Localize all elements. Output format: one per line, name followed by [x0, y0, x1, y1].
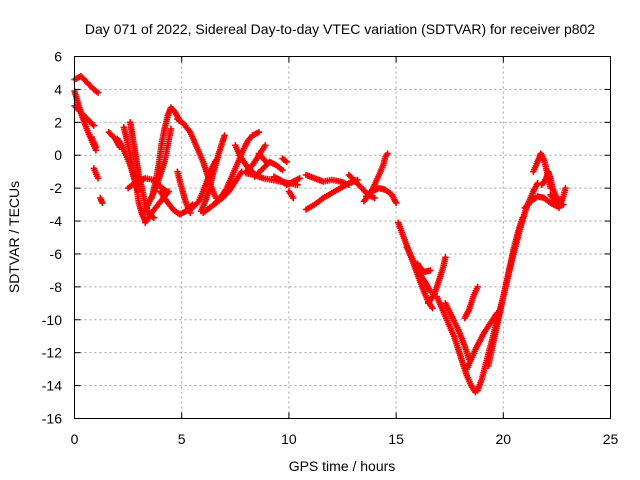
y-tick-label: 2 — [54, 114, 62, 130]
data-track — [97, 194, 106, 207]
y-tick-label: -14 — [42, 378, 62, 394]
data-point — [279, 166, 286, 174]
data-track — [270, 173, 303, 189]
data-track — [90, 165, 102, 182]
data-point — [442, 254, 449, 261]
data-point — [289, 194, 297, 202]
data-point — [534, 180, 541, 187]
y-axis-label: SDTVAR / TECUs — [6, 181, 22, 293]
data-track — [538, 168, 565, 205]
data-track — [255, 150, 271, 167]
data-track — [362, 184, 400, 207]
data-point — [264, 160, 271, 167]
data-point — [427, 267, 434, 274]
data-points — [71, 73, 569, 396]
data-point — [262, 142, 269, 149]
data-point — [94, 175, 102, 182]
data-point — [519, 214, 526, 221]
y-tick-label: 6 — [54, 49, 62, 65]
y-tick-label: -16 — [42, 411, 62, 427]
y-tick-label: -12 — [42, 345, 62, 361]
data-point — [94, 89, 102, 96]
data-point — [194, 199, 201, 206]
y-tick-label: 0 — [54, 147, 62, 163]
chart-title: Day 071 of 2022, Sidereal Day-to-day VTE… — [85, 21, 595, 37]
data-track — [242, 142, 269, 175]
data-point — [99, 199, 106, 207]
data-point — [371, 194, 378, 202]
data-track — [88, 133, 100, 151]
data-point — [89, 121, 96, 128]
data-point — [294, 181, 301, 189]
x-tick-label: 5 — [178, 431, 186, 447]
data-point — [562, 184, 569, 192]
x-tick-label: 15 — [388, 431, 404, 447]
data-track — [547, 184, 569, 212]
x-tick-label: 10 — [281, 431, 297, 447]
y-tick-label: -4 — [50, 213, 63, 229]
x-tick-label: 20 — [496, 431, 512, 447]
data-track — [279, 155, 290, 166]
data-point — [167, 125, 175, 133]
data-track — [425, 254, 449, 307]
data-track — [285, 188, 297, 202]
data-track — [71, 102, 97, 129]
axis-ticks: 0 5 10 15 20 25 -16 -14 -12 -10 -8 -6 -4 -2 0 2 4 6 — [42, 49, 619, 448]
y-tick-label: -10 — [42, 312, 62, 328]
data-track — [403, 244, 434, 295]
data-point — [255, 128, 263, 136]
x-tick-label: 0 — [71, 431, 79, 447]
data-point — [429, 305, 436, 312]
data-track — [414, 260, 434, 276]
data-track — [433, 293, 479, 396]
y-tick-label: -6 — [50, 246, 63, 262]
data-track — [71, 73, 102, 96]
y-tick-label: 4 — [54, 81, 62, 97]
y-tick-label: -2 — [50, 180, 63, 196]
data-point — [392, 199, 400, 207]
data-track — [197, 132, 228, 215]
data-point — [90, 122, 97, 129]
data-point — [92, 143, 100, 151]
y-tick-label: -8 — [50, 279, 63, 295]
plot-frame — [74, 56, 611, 419]
data-track — [485, 214, 526, 370]
x-tick-label: 25 — [603, 431, 619, 447]
data-point — [296, 175, 303, 182]
x-axis-label: GPS time / hours — [289, 458, 396, 474]
data-point — [165, 188, 173, 195]
data-point — [150, 214, 158, 221]
data-point — [283, 158, 290, 166]
data-point — [221, 132, 228, 139]
data-track — [461, 283, 481, 322]
data-point — [384, 150, 391, 157]
data-point — [474, 283, 481, 291]
data-track — [251, 158, 286, 180]
